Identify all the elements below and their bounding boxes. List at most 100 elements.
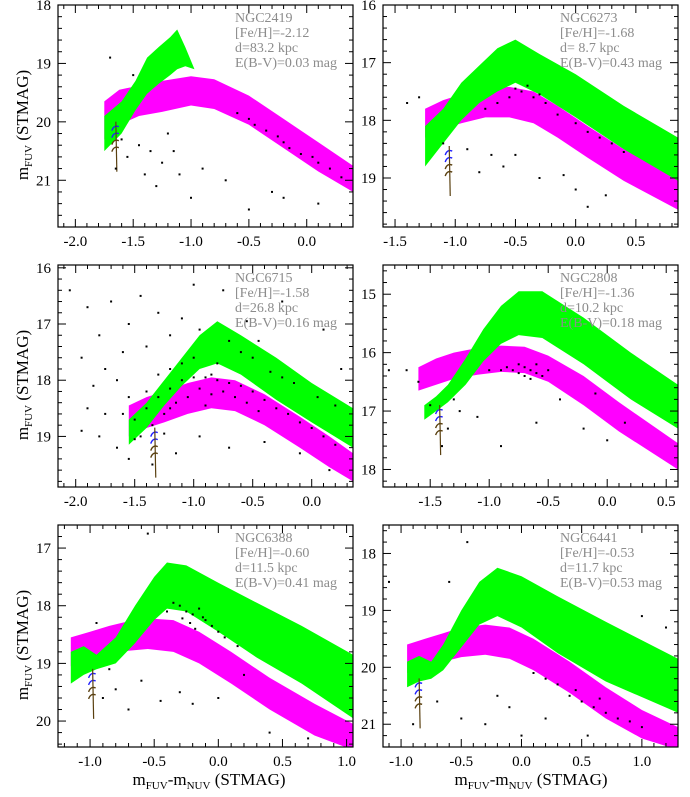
star-point xyxy=(556,113,559,116)
track-hook xyxy=(150,431,159,437)
svg-text:mFUV (STMAG): mFUV (STMAG) xyxy=(13,330,35,440)
star-point xyxy=(236,112,239,115)
star-point xyxy=(496,102,499,104)
star-point xyxy=(523,375,526,377)
star-point xyxy=(169,407,172,410)
star-point xyxy=(535,363,538,366)
star-point xyxy=(228,446,231,449)
x-tick-label: -1.5 xyxy=(121,234,145,250)
star-point xyxy=(322,435,325,438)
cluster-name-label: NGC6441 xyxy=(560,531,618,546)
star-point xyxy=(92,384,95,387)
track-hook xyxy=(444,149,453,156)
reddening-label: E(B-V)=0.18 mag xyxy=(560,316,662,331)
star-point xyxy=(476,415,479,418)
star-point xyxy=(458,410,461,413)
star-point xyxy=(161,161,164,164)
star-point xyxy=(288,147,291,150)
track-hook xyxy=(444,170,453,177)
star-point xyxy=(121,412,124,415)
panel-ngc6715: -2.0 -1.5 -1.0 -0.5 0.0 16 17 18 19 NGC6715[Fe/H]… xyxy=(36,261,354,510)
star-point xyxy=(586,734,589,737)
plot-area xyxy=(406,39,678,210)
star-point xyxy=(616,717,619,720)
star-point xyxy=(544,102,547,104)
star-point xyxy=(559,398,561,401)
stars xyxy=(387,363,626,448)
plot-frame xyxy=(382,524,679,748)
star-point xyxy=(610,142,613,145)
star-point xyxy=(127,708,130,711)
star-point xyxy=(159,699,162,702)
star-point xyxy=(538,177,541,179)
y-tick-label: 19 xyxy=(361,603,376,619)
plot-frame xyxy=(382,4,679,228)
star-point xyxy=(269,370,272,373)
y-tick-label: 18 xyxy=(36,0,51,14)
x-tick-label: -1.5 xyxy=(123,494,147,510)
track-hook xyxy=(150,452,159,458)
svg-text:mFUV (STMAG): mFUV (STMAG) xyxy=(13,590,35,700)
star-point xyxy=(508,706,511,709)
x-tick-label: 0.5 xyxy=(572,754,591,770)
star-point xyxy=(446,427,449,430)
star-point xyxy=(388,580,390,583)
star-point xyxy=(532,96,535,99)
track-hook xyxy=(434,422,443,429)
star-point xyxy=(514,153,517,156)
y-tick-label: 16 xyxy=(36,261,52,277)
track-hook xyxy=(87,686,96,693)
star-point xyxy=(172,150,175,153)
star-point xyxy=(334,443,337,446)
track-hook xyxy=(111,139,120,145)
star-point xyxy=(517,372,520,375)
y-tick-label: 21 xyxy=(36,173,51,189)
star-point xyxy=(80,356,83,359)
x-tick-label: -0.5 xyxy=(504,234,528,250)
star-point xyxy=(181,617,184,620)
hot-sequence-band xyxy=(70,618,353,747)
star-point xyxy=(282,196,285,199)
star-point xyxy=(544,717,547,720)
star-point xyxy=(511,369,514,372)
star-point xyxy=(198,435,201,438)
star-point xyxy=(328,469,331,472)
star-point xyxy=(163,432,166,435)
star-point xyxy=(163,412,166,415)
track-stem xyxy=(92,668,95,719)
star-point xyxy=(253,123,256,126)
star-point xyxy=(143,173,146,176)
metallicity-label: [Fe/H]=-0.53 xyxy=(560,546,634,561)
stars xyxy=(406,84,625,208)
star-point xyxy=(257,339,260,342)
star-point xyxy=(406,102,409,104)
stars xyxy=(109,56,343,211)
y-tick-label: 19 xyxy=(36,656,51,672)
star-point xyxy=(178,604,181,607)
star-point xyxy=(228,339,231,342)
star-point xyxy=(538,93,541,96)
star-point xyxy=(151,463,154,466)
star-point xyxy=(322,328,325,331)
star-point xyxy=(623,421,626,424)
star-point xyxy=(568,694,571,697)
star-point xyxy=(598,697,601,700)
evolutionary-tracks xyxy=(150,427,159,478)
metallicity-label: [Fe/H]=-1.58 xyxy=(235,286,309,301)
star-point xyxy=(198,328,201,331)
star-point xyxy=(628,720,631,723)
star-point xyxy=(247,117,250,120)
star-point xyxy=(640,615,643,618)
star-point xyxy=(86,306,89,309)
track-hook xyxy=(111,132,120,138)
star-point xyxy=(198,387,201,390)
y-tick-label: 21 xyxy=(361,717,376,733)
star-point xyxy=(192,376,195,379)
star-point xyxy=(514,87,517,90)
star-point xyxy=(151,424,154,427)
track-hook xyxy=(414,682,423,688)
stars xyxy=(68,283,343,472)
star-point xyxy=(508,96,511,99)
star-point xyxy=(604,711,607,714)
star-point xyxy=(236,645,239,648)
